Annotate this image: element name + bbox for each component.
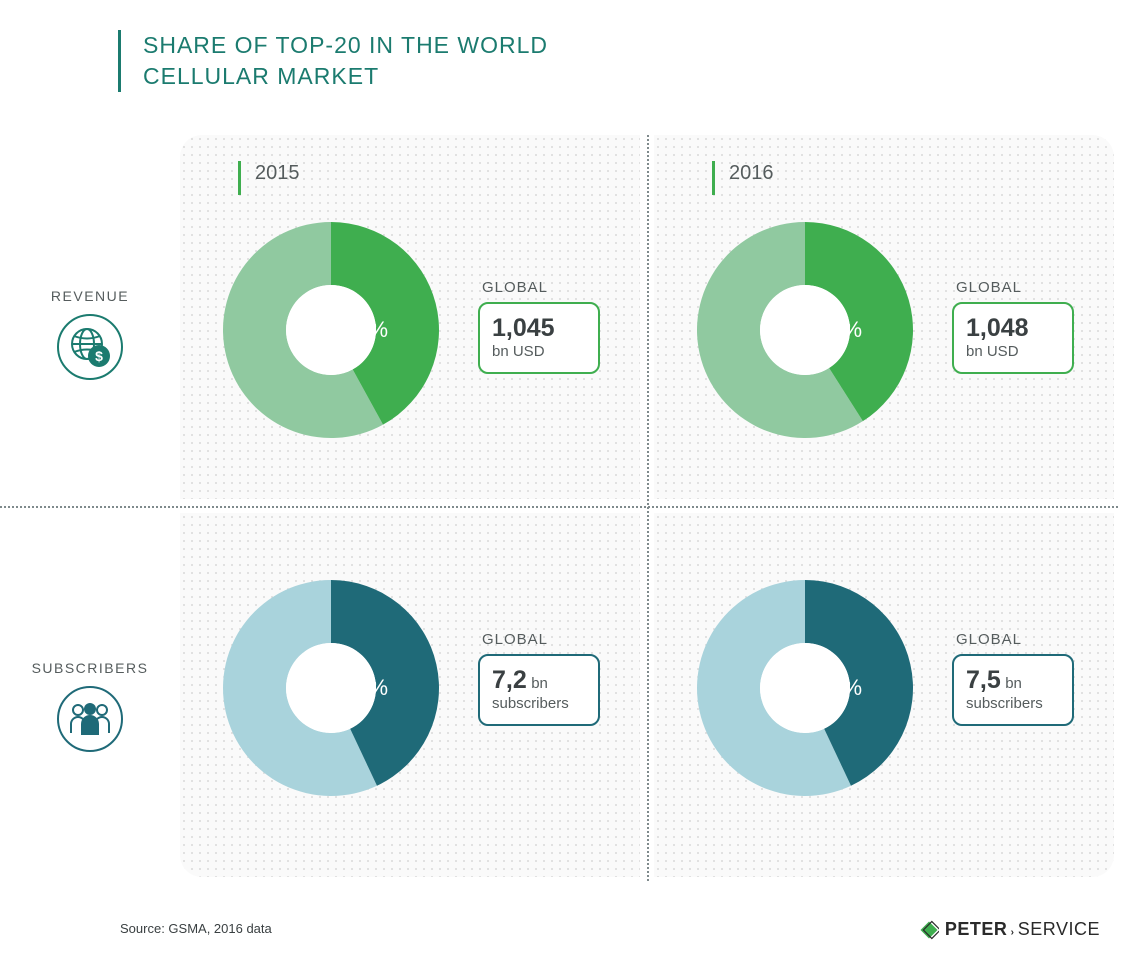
logo-text: PETER › SERVICE — [945, 919, 1100, 940]
panel-revenue-2015: 2015 42% GLOBAL 1,045 bn USD — [180, 135, 640, 499]
global-unit-inline: bn — [531, 675, 548, 692]
panel-revenue-2016: 2016 41% GLOBAL 1,048 bn USD — [654, 135, 1114, 499]
panel-subs-2016: 43% GLOBAL 7,5 bn subscribers — [654, 513, 1114, 877]
global-card: 1,048 bn USD — [952, 302, 1074, 374]
subscribers-label: SUBSCRIBERS — [20, 660, 160, 676]
global-unit: subscribers — [492, 695, 586, 712]
donut-subs-2016: 43% — [690, 573, 920, 803]
page-title: SHARE OF TOP-20 IN THE WORLD CELLULAR MA… — [143, 30, 548, 92]
global-title: GLOBAL — [478, 631, 600, 648]
global-unit: subscribers — [966, 695, 1060, 712]
year-2015-top: 2015 — [238, 161, 300, 195]
global-unit-inline: bn — [1005, 675, 1022, 692]
subscribers-icon-circle — [57, 686, 123, 752]
row-label-subscribers: SUBSCRIBERS — [20, 660, 160, 752]
global-title: GLOBAL — [952, 631, 1074, 648]
title-line-1: SHARE OF TOP-20 IN THE WORLD — [143, 32, 548, 58]
global-title: GLOBAL — [952, 279, 1074, 296]
global-value: 1,048 — [966, 314, 1060, 343]
pct-subs-2016: 43% — [818, 675, 862, 701]
global-title: GLOBAL — [478, 279, 600, 296]
year-2016-top: 2016 — [712, 161, 774, 195]
global-value: 7,5 — [966, 666, 1001, 694]
page-title-block: SHARE OF TOP-20 IN THE WORLD CELLULAR MA… — [118, 30, 548, 92]
global-card: 7,2 bn subscribers — [478, 654, 600, 726]
global-value: 7,2 — [492, 666, 527, 694]
global-value: 1,045 — [492, 314, 586, 343]
donut-revenue-2016: 41% — [690, 215, 920, 445]
donut-revenue-2015: 42% — [216, 215, 446, 445]
brand-logo: PETER › SERVICE — [919, 919, 1100, 940]
global-subs-2016: GLOBAL 7,5 bn subscribers — [952, 631, 1074, 726]
row-label-revenue: REVENUE $ — [20, 288, 160, 380]
title-line-2: CELLULAR MARKET — [143, 63, 379, 89]
global-card: 1,045 bn USD — [478, 302, 600, 374]
chart-grid: 2015 42% GLOBAL 1,045 bn USD 2016 41% GL… — [180, 135, 1118, 881]
panel-subs-2015: 43% GLOBAL 7,2 bn subscribers — [180, 513, 640, 877]
global-revenue-2015: GLOBAL 1,045 bn USD — [478, 279, 600, 374]
global-subs-2015: GLOBAL 7,2 bn subscribers — [478, 631, 600, 726]
svg-text:$: $ — [95, 348, 103, 364]
global-unit: bn USD — [966, 343, 1060, 360]
global-card: 7,5 bn subscribers — [952, 654, 1074, 726]
diamond-icon — [919, 920, 939, 940]
revenue-icon-circle: $ — [57, 314, 123, 380]
global-revenue-2016: GLOBAL 1,048 bn USD — [952, 279, 1074, 374]
people-icon — [66, 699, 114, 739]
donut-subs-2015: 43% — [216, 573, 446, 803]
chevron-right-icon: › — [1007, 927, 1017, 938]
globe-dollar-icon: $ — [67, 324, 113, 370]
pct-revenue-2016: 41% — [818, 317, 862, 343]
source-text: Source: GSMA, 2016 data — [120, 921, 272, 936]
pct-revenue-2015: 42% — [344, 317, 388, 343]
global-unit: bn USD — [492, 343, 586, 360]
pct-subs-2015: 43% — [344, 675, 388, 701]
revenue-label: REVENUE — [20, 288, 160, 304]
